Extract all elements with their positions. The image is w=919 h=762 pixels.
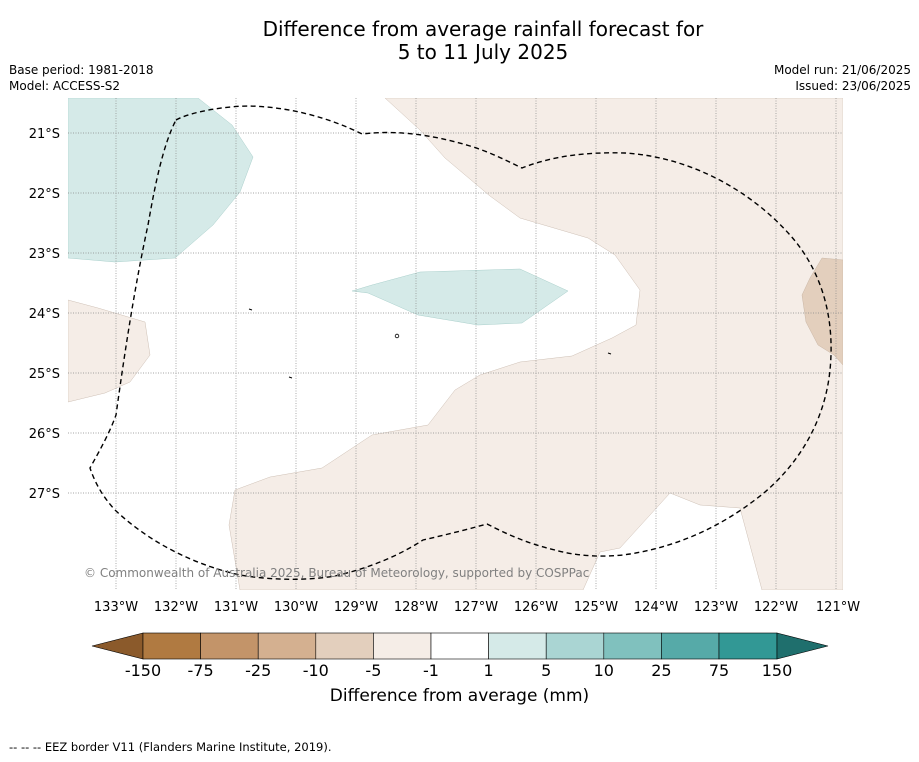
latitude-labels: 21°S 22°S 23°S 24°S 25°S 26°S 27°S: [29, 127, 60, 502]
lon-label: 130°W: [274, 600, 318, 615]
lon-label: 124°W: [634, 600, 678, 615]
lon-label: 127°W: [454, 600, 498, 615]
lat-label: 22°S: [29, 187, 60, 202]
base-period: Base period: 1981-2018: [9, 63, 154, 77]
wet-region-northwest: [68, 98, 254, 263]
island-mark: [394, 333, 400, 339]
lon-label: 121°W: [816, 600, 860, 615]
chart-title: Difference from average rainfall forecas…: [0, 18, 919, 64]
colorbar-segment: [315, 632, 374, 660]
lon-label: 122°W: [754, 600, 798, 615]
dry-region-east: [228, 98, 843, 590]
colorbar-tick: -10: [303, 661, 329, 680]
lat-label: 26°S: [29, 427, 60, 442]
colorbar-segment: [142, 632, 201, 660]
colorbar-ticks: -150 -75 -25 -10 -5 -1 1 5 10 25 75 150: [125, 661, 792, 680]
lon-label: 129°W: [334, 600, 378, 615]
lon-label: 128°W: [394, 600, 438, 615]
meta-left: Base period: 1981-2018 Model: ACCESS-S2: [9, 62, 154, 94]
colorbar-tick: 25: [651, 661, 671, 680]
colorbar-label: Difference from average (mm): [329, 686, 590, 706]
lon-label: 123°W: [694, 600, 738, 615]
colorbar-tick: 10: [594, 661, 614, 680]
colorbar: [91, 632, 829, 660]
dry-region-west: [68, 299, 151, 403]
lon-label: 125°W: [574, 600, 618, 615]
meta-right: Model run: 21/06/2025 Issued: 23/06/2025: [774, 62, 911, 94]
colorbar-tick: -150: [125, 661, 161, 680]
colorbar-tick: -5: [365, 661, 381, 680]
colorbar-extend-low: [91, 632, 144, 660]
title-line-1: Difference from average rainfall forecas…: [262, 17, 704, 41]
colorbar-segment: [257, 632, 317, 660]
lon-label: 132°W: [154, 600, 198, 615]
map-area: [68, 98, 843, 590]
island-mark: [248, 308, 253, 311]
island-mark: [288, 376, 293, 379]
colorbar-segment: [373, 632, 432, 660]
colorbar-extend-high: [776, 632, 829, 660]
eez-footnote: -- -- -- EEZ border V11 (Flanders Marine…: [9, 740, 332, 754]
lat-label: 21°S: [29, 127, 60, 142]
lon-label: 133°W: [94, 600, 138, 615]
lat-label: 25°S: [29, 367, 60, 382]
colorbar-tick: -25: [245, 661, 271, 680]
longitude-labels: 133°W 132°W 131°W 130°W 129°W 128°W 127°…: [94, 600, 860, 615]
model-run: Model run: 21/06/2025: [773, 63, 911, 77]
lat-label: 23°S: [29, 247, 60, 262]
colorbar-tick: -75: [188, 661, 214, 680]
lat-label: 24°S: [29, 307, 60, 322]
colorbar-tick: 75: [709, 661, 729, 680]
copyright-notice: © Commonwealth of Australia 2025, Bureau…: [84, 566, 589, 580]
lon-label: 131°W: [214, 600, 258, 615]
lon-label: 126°W: [514, 600, 558, 615]
colorbar-segment: [200, 632, 259, 660]
colorbar-tick: 1: [484, 661, 494, 680]
colorbar-tick: -1: [423, 661, 439, 680]
wet-region-center: [351, 268, 569, 326]
colorbar-segment: [430, 632, 489, 660]
eez-border: [89, 105, 832, 580]
gridlines: [68, 98, 843, 590]
model-name: Model: ACCESS-S2: [9, 79, 121, 93]
colorbar-segment: [603, 632, 662, 660]
colorbar-segment: [661, 632, 720, 660]
colorbar-segment: [545, 632, 605, 660]
title-line-2: 5 to 11 July 2025: [397, 40, 569, 64]
colorbar-segment: [488, 632, 547, 660]
colorbar-tick: 150: [762, 661, 793, 680]
dry-region-east-strong: [801, 257, 843, 366]
lat-label: 27°S: [29, 487, 60, 502]
colorbar-segment: [718, 632, 778, 660]
island-mark: [607, 352, 612, 355]
colorbar-tick: 5: [541, 661, 551, 680]
issued-date: Issued: 23/06/2025: [795, 79, 911, 93]
